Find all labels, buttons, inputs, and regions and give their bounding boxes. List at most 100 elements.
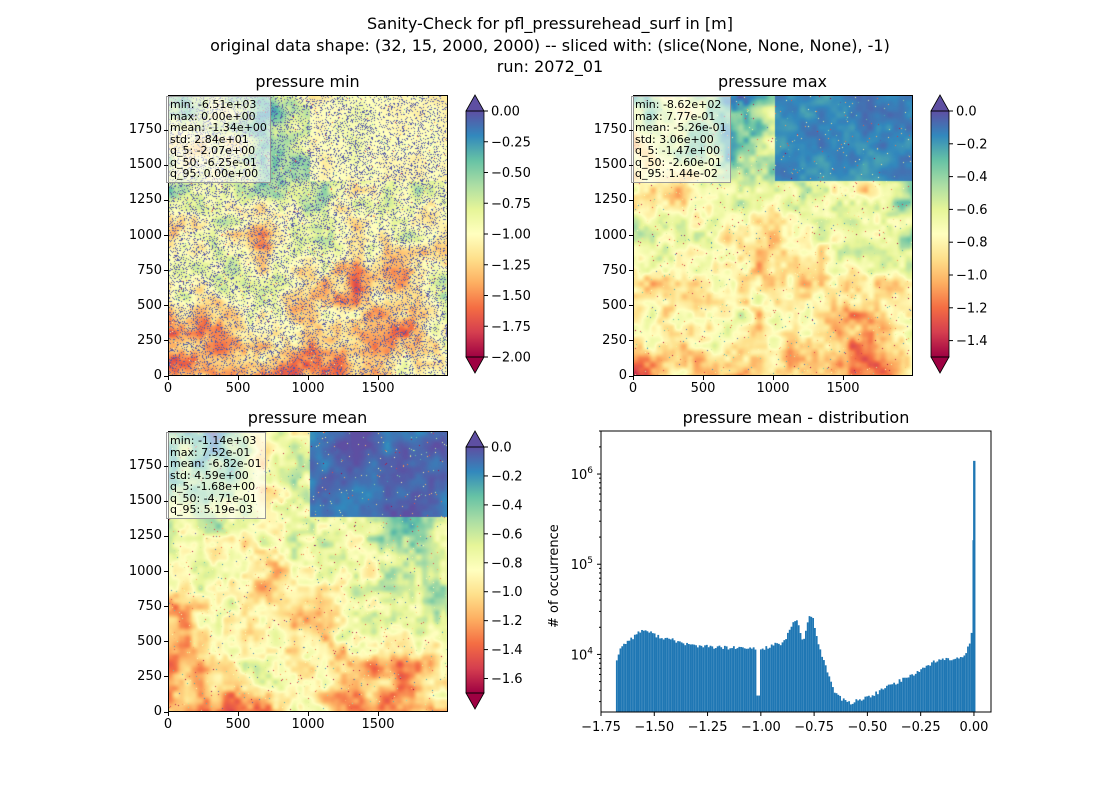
histogram-bar (745, 648, 748, 712)
histogram-bar (731, 648, 733, 712)
histogram-bar (869, 697, 872, 712)
histogram-bar (709, 645, 712, 712)
histogram-bar (817, 644, 820, 712)
stat-line: min: -8.62e+02 (635, 98, 722, 111)
histogram-bar (823, 660, 825, 712)
colorbar-extend-max (465, 430, 485, 448)
y-tick-mark (164, 641, 168, 643)
x-tick-mark (377, 712, 379, 716)
histogram-bar (938, 659, 941, 712)
histogram-bar (632, 639, 634, 712)
histogram-bar (821, 656, 824, 712)
y-tick-mark (164, 571, 168, 572)
histogram-bar (646, 631, 649, 712)
y-tick-label: 750 (137, 262, 162, 278)
histogram-bar (796, 620, 798, 712)
colorbar-tick-label: −0.2 (956, 137, 988, 152)
y-tick-label: 0 (153, 368, 162, 383)
histogram-bar (841, 700, 843, 712)
histogram-bar (973, 460, 976, 712)
colorbar-tick-label: 0.0 (956, 105, 977, 120)
histogram-bar (700, 645, 703, 712)
stat-line: q_95: 5.19e-03 (170, 503, 253, 516)
histogram-bar (682, 643, 685, 712)
histogram-bar (815, 636, 818, 712)
histogram-bar (695, 645, 697, 712)
histogram-bar (653, 633, 656, 712)
histogram-frame (600, 430, 992, 713)
y-tick-mark (164, 676, 168, 678)
histogram-bar (857, 700, 860, 712)
histogram-bar (956, 657, 959, 712)
x-tick-label: 1000 (291, 381, 325, 396)
colorbar-tick-label: −0.50 (491, 166, 531, 181)
y-tick-label: 500 (602, 297, 627, 313)
histogram-bar (909, 674, 912, 712)
histogram-bar (967, 646, 969, 712)
histogram-bar (927, 665, 930, 712)
x-tick-label: 1500 (361, 717, 395, 732)
histogram-bar (633, 634, 636, 712)
histogram-bar (761, 648, 764, 712)
histogram-bar (891, 684, 894, 712)
y-tick-mark (629, 199, 633, 201)
histogram-bar (779, 645, 782, 712)
histogram-bar (720, 647, 723, 712)
colorbar-tick-label: −1.75 (491, 320, 531, 335)
histogram-bar (740, 646, 742, 712)
histogram-bar (842, 698, 845, 712)
y-tick-mark (629, 340, 633, 342)
histogram-bar (711, 646, 714, 712)
histogram-bar (677, 641, 679, 712)
histogram-bar (940, 659, 942, 712)
histogram-bar (851, 703, 854, 712)
histogram-bar (704, 645, 706, 712)
histogram-bar (777, 643, 780, 712)
colorbar-tick-label: −1.2 (491, 614, 523, 629)
histogram-bar (770, 644, 773, 712)
histogram-bar (833, 692, 836, 712)
x-tick-label: 0.00 (959, 720, 988, 735)
histogram-bar (929, 665, 932, 712)
histogram-bar (680, 642, 683, 712)
histogram-bar (880, 688, 883, 712)
x-tick-label: 0 (628, 381, 638, 396)
histogram-bar (642, 630, 645, 712)
y-tick-label: 250 (137, 668, 162, 684)
histogram-bar (868, 695, 870, 712)
stat-line: min: -6.51e+03 (170, 98, 257, 111)
y-tick-label: 1250 (128, 192, 162, 208)
y-tick-label: 500 (137, 633, 162, 649)
histogram-bar (826, 672, 829, 712)
stat-line: q_5: -1.47e+00 (635, 144, 721, 157)
y-tick-mark (164, 235, 168, 236)
figure-title-line3: run: 2072_01 (496, 57, 604, 76)
y-tick-label: 1000 (593, 227, 627, 243)
histogram-bar (923, 667, 926, 712)
histogram-bar (716, 646, 719, 712)
x-tick-label: 0 (163, 381, 173, 396)
y-tick-label: 250 (137, 332, 162, 348)
y-tick-mark (164, 711, 168, 713)
panel-min-stats: min: -6.51e+03 max: 0.00e+00 mean: -1.34e+… (166, 96, 271, 183)
histogram-bar (738, 646, 741, 712)
stat-line: min: -1.14e+03 (170, 434, 257, 447)
x-tick-mark (167, 712, 169, 716)
histogram-bar (895, 684, 897, 712)
colorbar-extend-min (465, 356, 485, 374)
histogram-bar (889, 684, 892, 712)
histogram-bar (855, 699, 858, 712)
y-tick-label: 105 (571, 556, 593, 573)
histogram-bar (624, 643, 627, 712)
panel-mean-title: pressure mean (247, 408, 368, 427)
histogram-bar (959, 656, 962, 712)
histogram-bar (886, 685, 888, 712)
y-tick-mark (164, 305, 168, 307)
panel-max-title: pressure max (717, 72, 828, 91)
histogram-bar (862, 699, 865, 712)
histogram-bar (882, 689, 885, 712)
histogram-bar (949, 660, 951, 712)
x-tick-mark (842, 376, 844, 380)
stat-line: std: 4.59e+00 (170, 468, 249, 482)
histogram-bar (754, 649, 757, 712)
